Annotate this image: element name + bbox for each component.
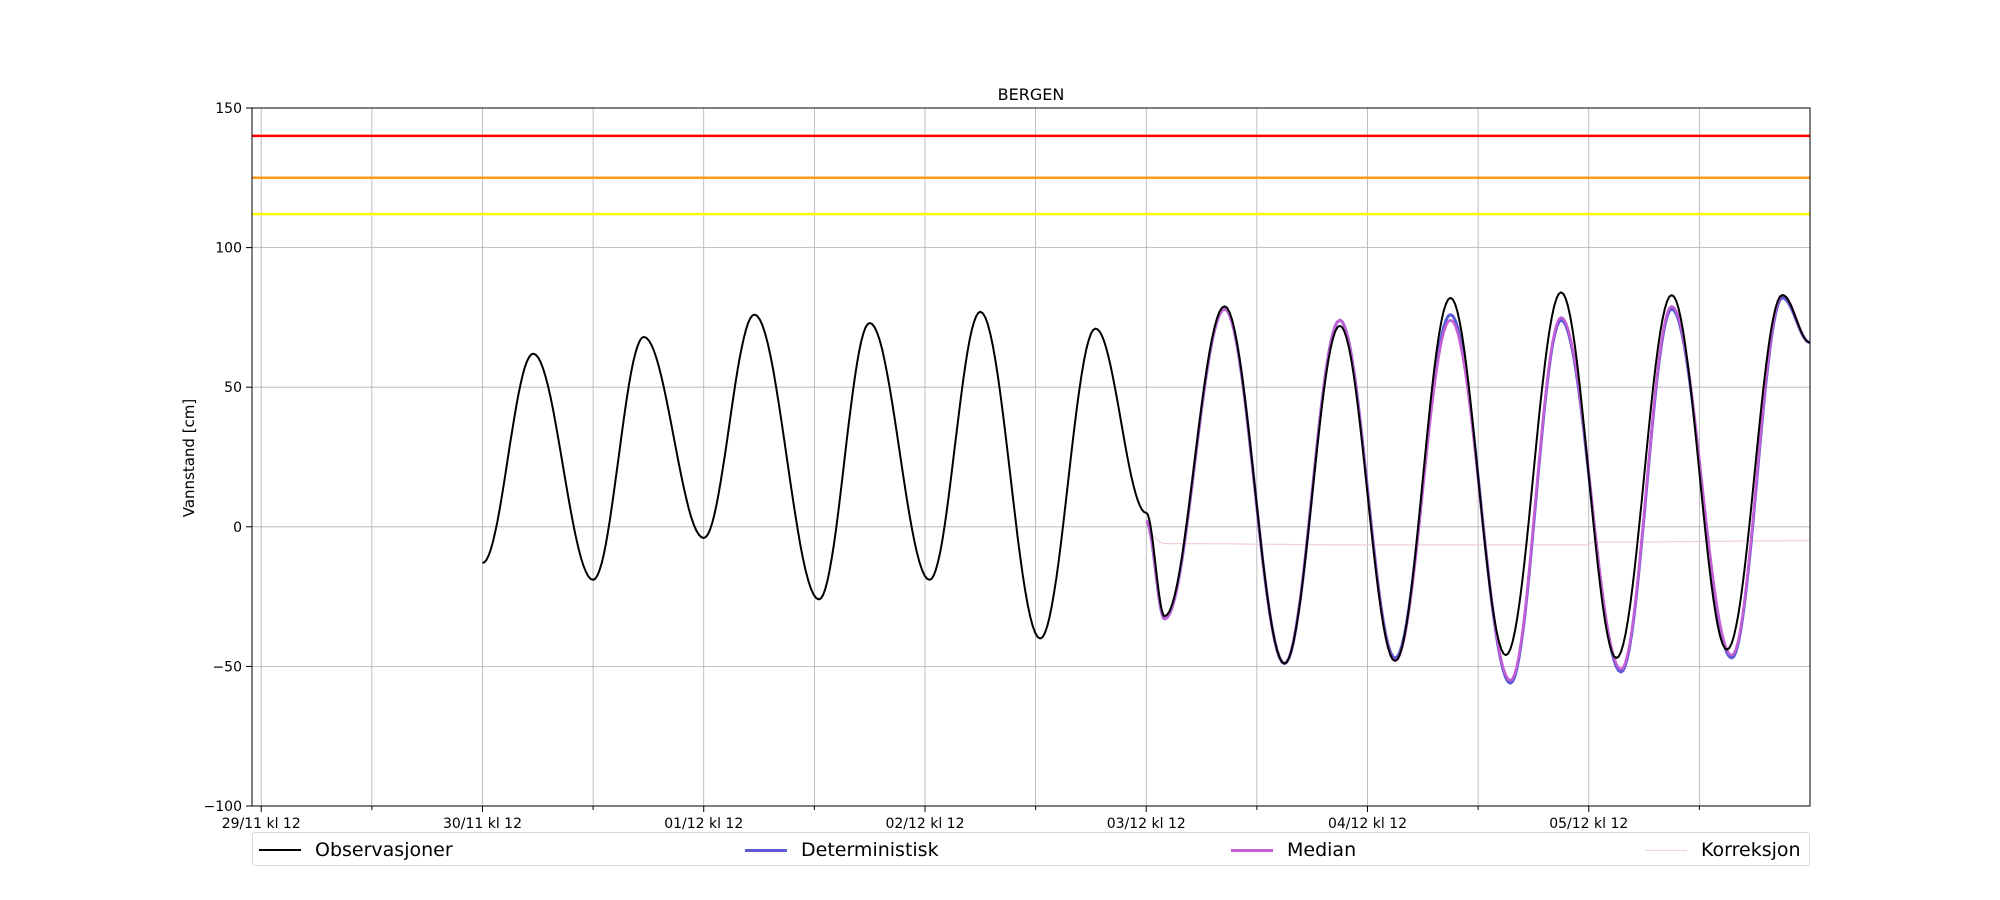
series-lines [482,291,1811,685]
legend-label-korreksjon: Korreksjon [1701,839,1801,861]
x-tick-label-3: 02/12 kl 12 [885,816,964,832]
legend-label-deterministisk: Deterministisk [801,839,939,861]
legend-item-deterministisk: Deterministisk [745,833,939,867]
threshold-lines [252,134,1810,216]
y-tick-label-1: −50 [212,659,242,675]
legend-item-median: Median [1231,833,1356,867]
series-line-observasjoner-continued [1145,291,1811,665]
axes: −100 −50 0 50 100 150 29/11 kl 12 30/11 kl 12 01… [204,101,1700,832]
x-tick-label-0: 29/11 kl 12 [222,816,301,832]
y-tick-label-4: 100 [215,241,242,257]
x-tick-label-5: 04/12 kl 12 [1328,816,1407,832]
x-tick-label-4: 03/12 kl 12 [1107,816,1186,832]
y-tick-label-2: 0 [233,520,242,536]
y-axis-label: Vannstand [cm] [180,399,198,518]
legend-swatch-median [1231,848,1273,852]
y-tick-label-0: −100 [204,799,242,815]
legend: Observasjoner Deterministisk Median Korr… [252,832,1810,866]
plot-frame [251,107,1811,807]
grid [252,107,1810,807]
x-tick-label-6: 05/12 kl 12 [1549,816,1628,832]
chart-title: BERGEN [998,85,1065,104]
legend-swatch-observasjoner [259,849,301,851]
series-line-observasjoner [482,310,1147,640]
legend-item-korreksjon: Korreksjon [1645,833,1801,867]
x-tick-label-1: 30/11 kl 12 [443,816,522,832]
y-tick-label-5: 150 [215,101,242,117]
series-line-korreksjon [1146,531,1810,546]
y-tick-label-3: 50 [224,380,242,396]
legend-label-observasjoner: Observasjoner [315,839,453,861]
x-tick-label-2: 01/12 kl 12 [664,816,743,832]
legend-swatch-korreksjon [1645,849,1687,851]
legend-item-observasjoner: Observasjoner [259,833,453,867]
legend-label-median: Median [1287,839,1357,861]
legend-swatch-deterministisk [745,848,787,852]
